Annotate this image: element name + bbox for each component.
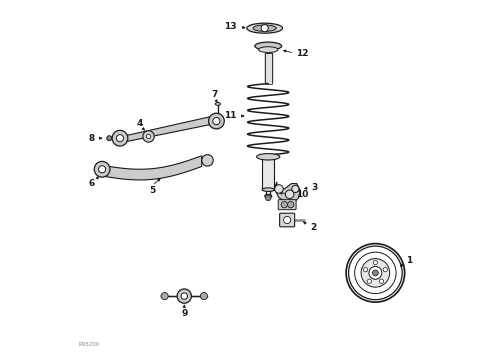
Circle shape [373, 260, 377, 265]
Circle shape [94, 161, 110, 177]
Polygon shape [127, 117, 210, 141]
Text: 13: 13 [224, 22, 237, 31]
Ellipse shape [265, 194, 272, 198]
Text: 5: 5 [149, 185, 155, 194]
FancyBboxPatch shape [265, 53, 272, 84]
Ellipse shape [258, 47, 278, 53]
Circle shape [117, 135, 123, 142]
FancyBboxPatch shape [262, 157, 274, 190]
Circle shape [209, 113, 224, 129]
Circle shape [367, 279, 371, 283]
Text: 3: 3 [312, 183, 318, 192]
Circle shape [364, 267, 368, 272]
Circle shape [292, 185, 299, 193]
Text: 4: 4 [136, 120, 143, 129]
Circle shape [348, 246, 402, 300]
Circle shape [285, 190, 294, 199]
Text: 12: 12 [296, 49, 308, 58]
Circle shape [213, 117, 220, 125]
Text: 1: 1 [406, 256, 413, 265]
Text: 8: 8 [88, 134, 95, 143]
Circle shape [177, 289, 192, 303]
Circle shape [383, 267, 388, 272]
Circle shape [261, 24, 268, 32]
FancyBboxPatch shape [278, 200, 296, 210]
Text: 2: 2 [311, 222, 317, 231]
Circle shape [275, 185, 283, 193]
Ellipse shape [253, 25, 276, 31]
Text: 6: 6 [88, 179, 95, 188]
Circle shape [200, 293, 207, 300]
Ellipse shape [255, 42, 282, 50]
Circle shape [284, 216, 291, 224]
Circle shape [369, 266, 382, 279]
Circle shape [147, 134, 151, 139]
Polygon shape [273, 182, 300, 202]
Circle shape [143, 131, 154, 142]
Circle shape [98, 166, 106, 173]
Ellipse shape [257, 154, 280, 160]
Circle shape [288, 202, 294, 208]
Circle shape [379, 279, 384, 283]
Text: 10: 10 [296, 190, 308, 199]
Circle shape [266, 195, 271, 201]
Polygon shape [104, 156, 202, 180]
Ellipse shape [247, 23, 283, 33]
Circle shape [346, 244, 405, 302]
Text: 9: 9 [181, 309, 188, 318]
Circle shape [181, 293, 188, 299]
Ellipse shape [215, 103, 221, 105]
Circle shape [161, 293, 168, 300]
Text: 7: 7 [212, 90, 218, 99]
Circle shape [202, 155, 213, 166]
Circle shape [112, 130, 128, 146]
Circle shape [107, 136, 112, 141]
Text: 11: 11 [224, 111, 237, 120]
FancyBboxPatch shape [280, 213, 294, 227]
Text: R95200: R95200 [79, 342, 100, 347]
Circle shape [355, 252, 396, 294]
Circle shape [372, 270, 378, 276]
Circle shape [281, 202, 288, 208]
Circle shape [361, 258, 390, 287]
Ellipse shape [262, 188, 274, 192]
